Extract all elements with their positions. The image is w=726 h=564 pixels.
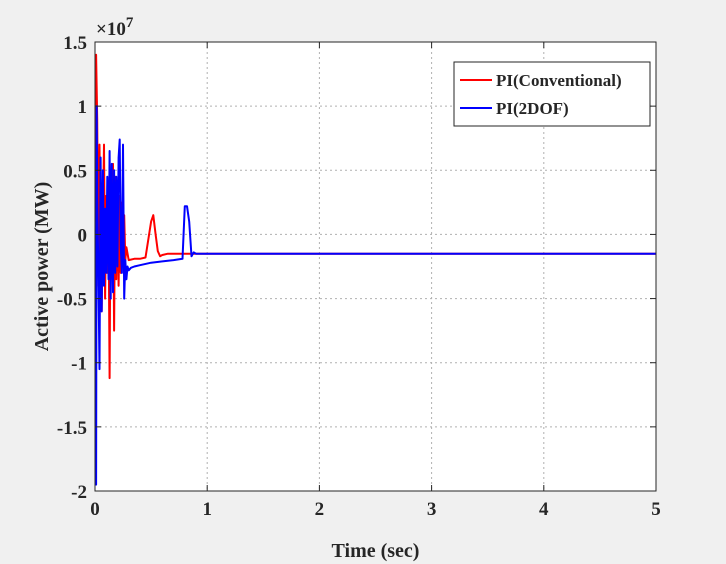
- series-line-2: [95, 105, 656, 486]
- y-axis-exponent-power: 7: [126, 15, 134, 31]
- tick-layer: [94, 41, 657, 492]
- x-tick-label: 5: [651, 499, 661, 520]
- y-tick-label: 1: [78, 97, 88, 118]
- y-tick-label: -2: [71, 482, 87, 503]
- x-tick-labels: 0 1 2 3 4 5: [90, 499, 661, 520]
- legend: PI(Conventional) PI(2DOF): [453, 61, 651, 127]
- legend-label: PI(Conventional): [496, 71, 622, 90]
- x-tick-label: 3: [427, 499, 437, 520]
- y-tick-labels: -2 -1.5 -1 -0.5 0 0.5 1 1.5: [57, 33, 87, 503]
- plot-border: [94, 41, 657, 492]
- x-tick-label: 2: [315, 499, 325, 520]
- y-tick-label: -1.5: [57, 418, 87, 439]
- legend-box: [453, 61, 651, 127]
- y-tick-label: 1.5: [63, 33, 87, 54]
- x-tick-label: 4: [539, 499, 549, 520]
- y-tick-label: -0.5: [57, 290, 87, 311]
- x-tick-label: 0: [90, 499, 100, 520]
- y-tick-label: -1: [71, 354, 87, 375]
- y-axis-exponent: ×107: [96, 15, 134, 40]
- y-axis-label: Active power (MW): [31, 182, 53, 352]
- legend-label: PI(2DOF): [496, 99, 569, 118]
- x-tick-label: 1: [202, 499, 212, 520]
- x-axis-label: Time (sec): [332, 540, 420, 562]
- y-tick-label: 0: [78, 225, 88, 246]
- series-layer: [95, 53, 656, 486]
- y-axis-exponent-base: ×10: [96, 19, 126, 40]
- grid-layer: [95, 42, 656, 491]
- y-tick-label: 0.5: [63, 161, 87, 182]
